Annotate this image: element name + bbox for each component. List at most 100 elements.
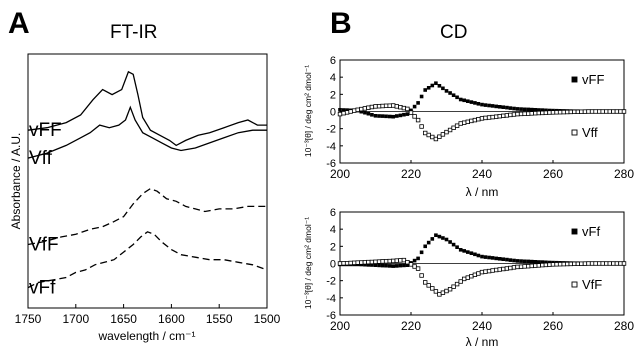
cd-point-VfF [348,260,353,266]
cd-point-Vff [504,113,510,118]
cd-point-Vff [398,105,403,110]
cd-point-Vff [554,110,559,115]
cd-point-Vff [557,110,563,115]
cd-point-VfF [621,261,627,266]
cd-point-vFF [380,114,385,118]
cd-point-VfF [366,259,371,265]
cd-point-Vff [597,109,602,114]
cd-point-VfF [479,269,485,275]
cd-point-VfF [362,260,368,265]
cd-point-vFf [455,245,459,249]
cd-point-Vff [476,117,481,122]
ftir-series-label: vFf [29,278,56,299]
cd-point-Vff [614,109,620,114]
cd-point-Vff [430,134,435,140]
ftir-series-label: vFF [29,120,62,141]
cd-y-tick-label: 6 [330,207,336,219]
cd-point-vFf [416,256,420,261]
cd-point-vFF [426,86,431,90]
cd-point-vFf [437,234,442,239]
cd-point-vFf [490,256,495,260]
cd-point-vFF [387,114,392,119]
cd-point-vFF [338,108,342,112]
cd-point-VfF [575,261,581,266]
cd-point-Vff [522,111,527,116]
cd-point-vFf [377,263,381,268]
cd-point-Vff [376,104,382,109]
ftir-x-ticks: 1750 1700 1650 1600 1550 1500 [15,304,281,326]
cd-point-vFf [540,260,545,264]
cd-y-tick-label: -6 [326,158,336,170]
cd-point-Vff [405,106,410,112]
cd-point-VfF [341,261,346,266]
cd-point-VfF [618,261,623,266]
cd-y-tick-label: 4 [330,72,336,84]
cd-y-tick-label: -2 [326,276,336,288]
cd-point-Vff [593,109,598,114]
cd-point-vFF [441,86,445,91]
cd-point-vFF [398,113,403,118]
cd-x-tick-label: 200 [330,167,350,181]
cd-point-vFf [430,237,435,241]
cd-point-vFF [473,101,477,105]
cd-point-vFF [455,95,459,100]
cd-point-vFf [508,258,513,262]
cd-point-Vff [483,115,488,121]
cd-point-Vff [586,109,591,114]
cd-y-tick-label: 0 [330,259,336,271]
cd-point-Vff [465,119,470,124]
cd-point-Vff [419,124,424,129]
cd-point-VfF [511,265,517,270]
cd-x-tick-label: 240 [472,167,492,181]
cd-point-vFF [409,108,413,113]
cd-point-VfF [398,258,403,263]
cd-point-VfF [565,261,570,267]
cd-point-VfF [369,259,375,265]
cd-point-Vff [497,114,502,119]
cd-point-vFF [490,104,495,108]
cd-point-VfF [536,263,541,268]
cd-point-vFf [448,240,452,244]
cd-point-vFF [462,98,466,103]
cd-point-vFF [537,108,541,112]
cd-point-vFF [377,114,381,118]
panel-a-letter: A [8,7,30,40]
cd-point-vFF [391,114,395,119]
cd-point-Vff [412,114,417,119]
cd-point-VfF [518,264,524,269]
cd-point-VfF [422,280,428,285]
cd-point-vFf [426,240,431,245]
cd-point-Vff [433,136,439,142]
cd-point-Vff [600,109,605,114]
cd-point-vFf [405,263,410,267]
cd-point-VfF [597,261,602,266]
cd-point-vFf [451,242,456,247]
cd-point-vFF [494,104,498,109]
cd-point-vFf [469,251,474,255]
cd-point-vFf [395,264,399,268]
panel-b-title: CD [440,22,467,43]
ftir-x-axis-label: wavelength / cm⁻¹ [97,329,195,343]
cd-point-VfF [476,271,481,276]
cd-point-VfF [387,258,392,264]
cd-point-Vff [561,109,566,115]
cd-point-Vff [355,107,360,112]
cd-point-vFF [430,83,435,88]
cd-point-Vff [589,109,595,114]
ftir-series-label: Vff [29,148,53,169]
cd-point-Vff [390,103,396,108]
cd-point-VfF [515,264,520,270]
cd-point-VfF [380,259,385,264]
cd-point-vFf [529,259,534,264]
cd-point-vFf [476,253,481,258]
cd-point-vFF [395,114,399,118]
cd-legend-marker [571,76,578,83]
cd-point-Vff [426,132,431,138]
cd-point-vFf [544,260,548,265]
cd-point-Vff [575,109,581,114]
cd-y-tick-label: -6 [326,310,336,322]
cd-point-VfF [433,289,439,294]
cd-point-vFF [437,84,442,88]
cd-point-VfF [355,260,360,265]
